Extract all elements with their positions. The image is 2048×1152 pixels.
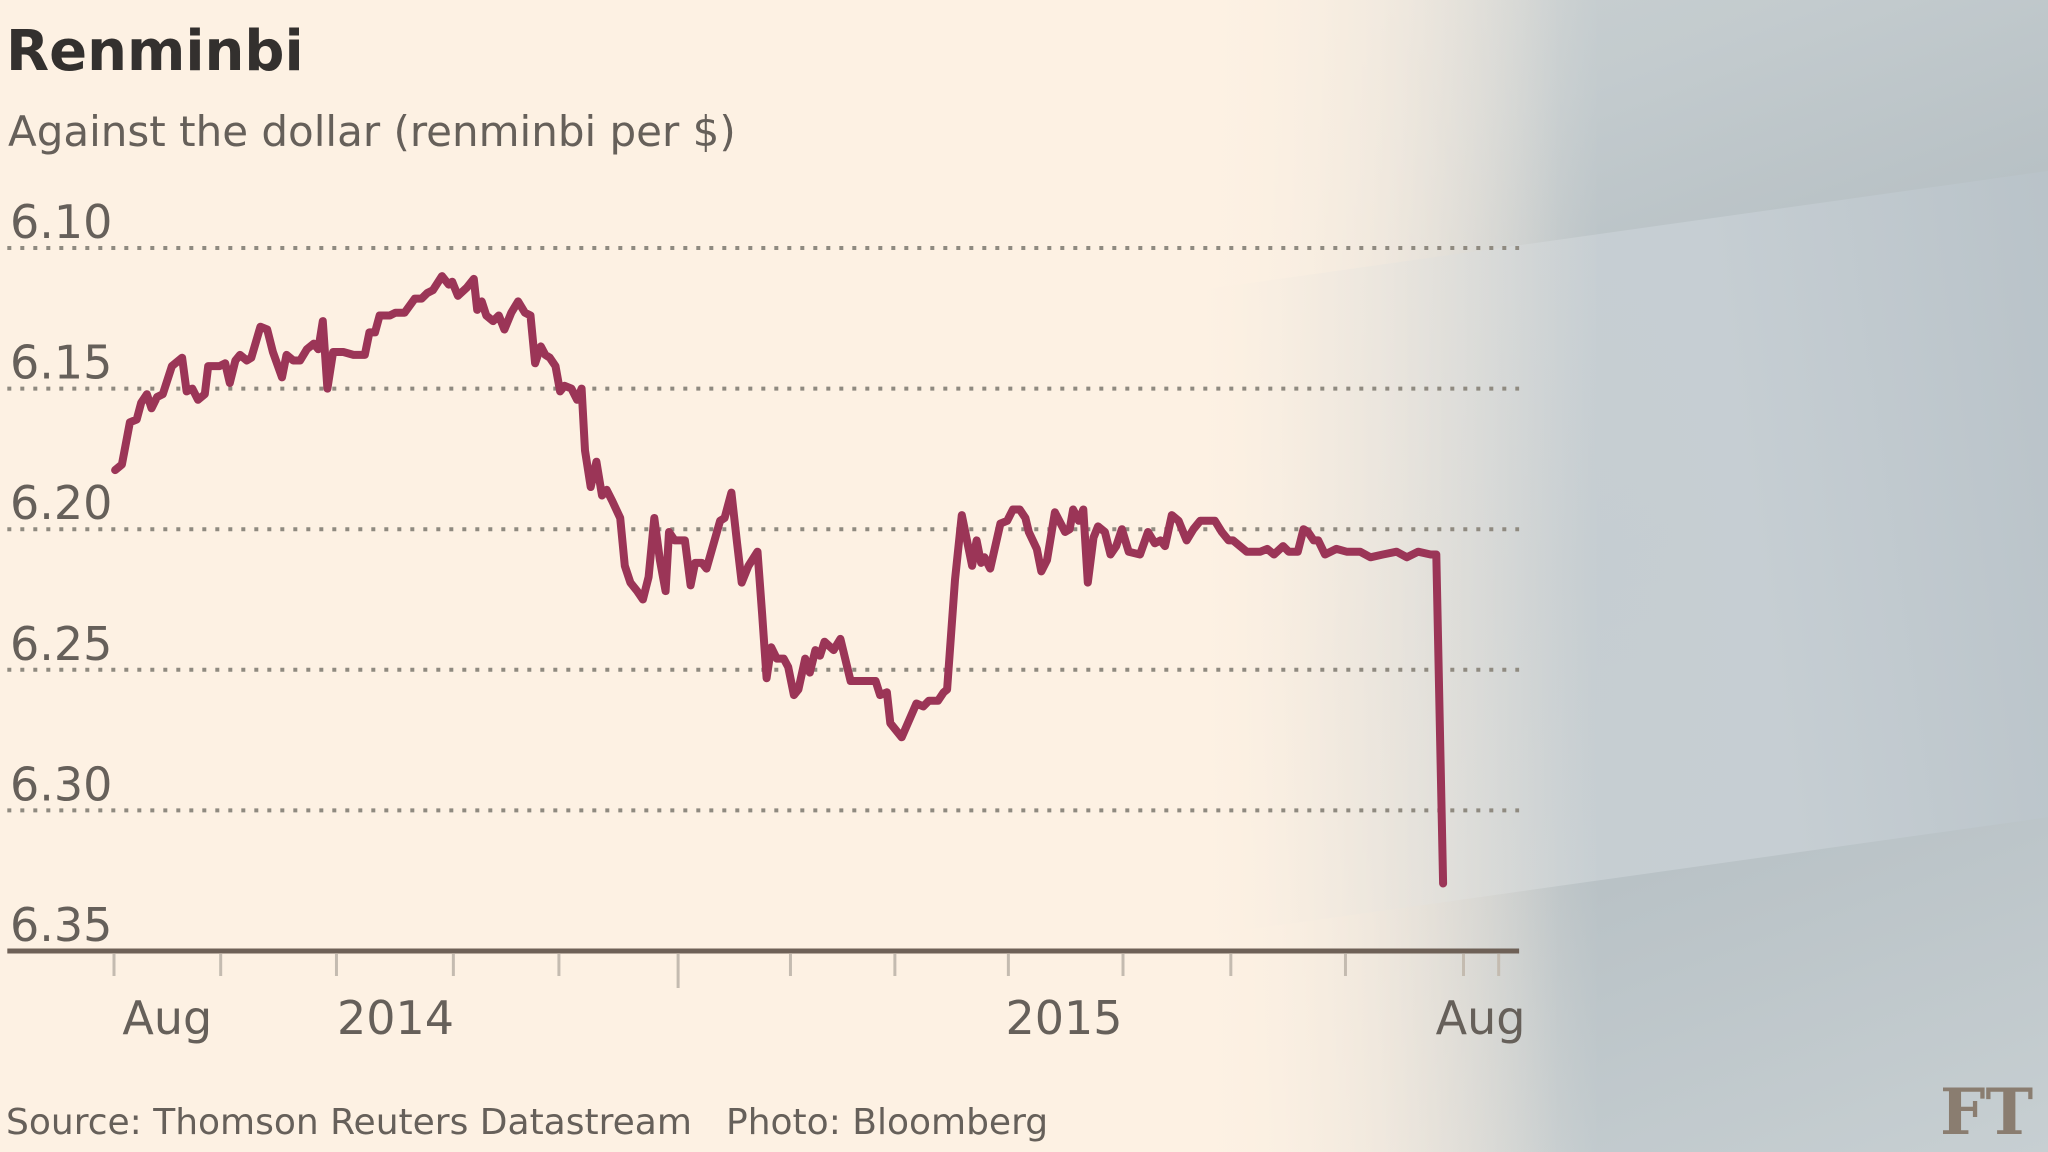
y-tick-label: 6.25 <box>10 617 112 671</box>
chart-title: Renminbi <box>6 19 304 84</box>
y-tick-label: 6.10 <box>10 195 112 249</box>
x-tick-label: Aug <box>122 991 212 1045</box>
photo-credit: Photo: Bloomberg <box>726 1102 1048 1143</box>
x-tick-label: 2015 <box>1005 991 1122 1045</box>
gridlines <box>7 246 1520 813</box>
ft-logo: FT <box>1940 1075 2033 1150</box>
y-tick-label: 6.35 <box>10 898 112 952</box>
y-tick-label: 6.20 <box>10 476 112 530</box>
chart-subtitle: Against the dollar (renminbi per $) <box>8 107 736 156</box>
y-tick-label: 6.15 <box>10 336 112 390</box>
x-tick-label: Aug <box>1436 991 1526 1045</box>
x-axis: Aug 2014 2015 Aug <box>7 948 1526 1045</box>
series-group <box>111 272 1448 888</box>
renminbi-series-line <box>111 272 1448 888</box>
y-axis-labels: 6.10 6.15 6.20 6.25 6.30 6.35 <box>10 195 112 952</box>
source-note: Source: Thomson Reuters Datastream <box>6 1102 692 1143</box>
y-tick-label: 6.30 <box>10 757 112 811</box>
x-tick-label: 2014 <box>337 991 454 1045</box>
